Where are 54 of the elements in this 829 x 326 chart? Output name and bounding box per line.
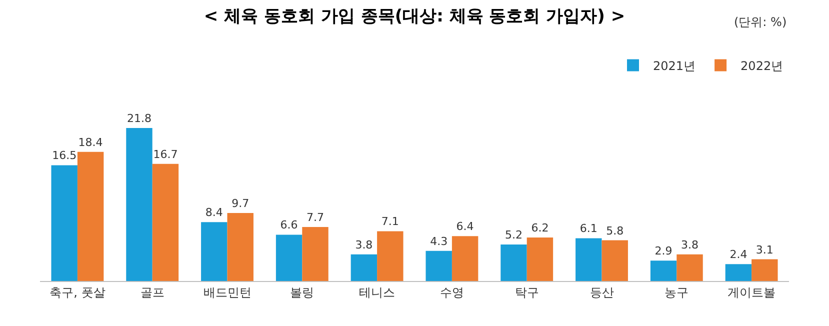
- data-label: 16.7: [153, 148, 178, 161]
- bar: [126, 128, 152, 281]
- bar: [276, 234, 302, 281]
- bar: [576, 238, 602, 281]
- x-tick-label: 등산: [590, 285, 614, 300]
- bar: [452, 236, 478, 281]
- bar: [51, 165, 78, 281]
- data-label: 3.8: [355, 238, 373, 252]
- bar: [201, 222, 228, 281]
- data-label: 6.6: [280, 218, 298, 232]
- bar: [77, 152, 104, 281]
- data-label: 3.8: [681, 238, 699, 252]
- x-tick-label: 탁구: [514, 285, 539, 300]
- data-label: 16.5: [52, 149, 77, 162]
- data-label: 6.2: [531, 222, 549, 234]
- text: (단위: %): [734, 15, 787, 29]
- bar: [152, 164, 179, 281]
- x-tick-label: 농구: [664, 285, 689, 300]
- data-label: 9.7: [232, 196, 250, 210]
- data-label: 4.3: [430, 234, 448, 248]
- bar: [377, 231, 404, 281]
- data-label: 8.4: [205, 206, 223, 220]
- bar: [302, 226, 328, 281]
- data-label: 5.8: [606, 224, 624, 238]
- data-label: 2.4: [730, 248, 748, 262]
- bar: [500, 244, 527, 281]
- data-label: 21.8: [126, 112, 152, 126]
- data-label: 5.2: [504, 228, 522, 242]
- bar: [676, 254, 703, 281]
- bar: [426, 250, 452, 281]
- bar: [725, 264, 752, 281]
- data-label: 3.1: [756, 243, 774, 256]
- data-label: 7.1: [381, 215, 399, 228]
- bar: [650, 260, 677, 281]
- chart-title: < 체육 동호회 가입 종목(대상: 체육 동호회 가입자) >: [204, 6, 626, 27]
- data-label: 2.9: [654, 244, 672, 258]
- legend-label: 2022년: [740, 58, 784, 73]
- data-label: 6.4: [456, 220, 474, 234]
- x-tick-label: 게이트볼: [728, 285, 776, 300]
- x-tick-label: 테니스: [359, 285, 396, 300]
- x-tick-label: 골프: [140, 285, 164, 300]
- data-label: 6.1: [580, 222, 598, 236]
- data-label: 18.4: [78, 136, 103, 149]
- x-tick-label: 볼링: [290, 285, 314, 300]
- legend-label: 2021년: [653, 58, 696, 73]
- bar: [526, 238, 554, 281]
- data-label: 7.7: [306, 210, 324, 224]
- bar: [350, 254, 378, 281]
- bar: [602, 240, 628, 281]
- x-tick-label: 수영: [440, 285, 464, 300]
- bar: [227, 212, 254, 281]
- bar: [752, 259, 778, 281]
- x-tick-label: 축구, 풋살: [50, 285, 106, 300]
- x-tick-label: 배드민턴: [203, 285, 252, 300]
